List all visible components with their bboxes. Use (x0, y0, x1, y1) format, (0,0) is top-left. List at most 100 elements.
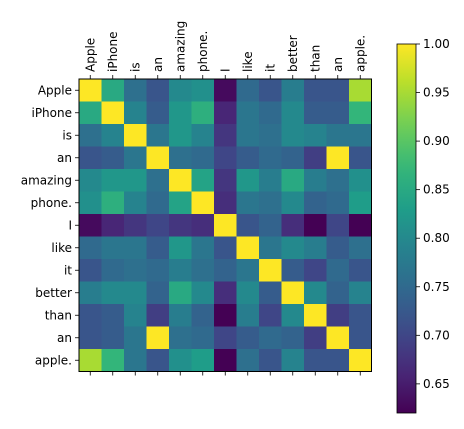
heatmap-cell (259, 169, 282, 192)
heatmap-cell (124, 349, 147, 372)
heatmap-cell (169, 79, 192, 102)
x-tick-label: apple. (353, 35, 367, 72)
heatmap-cell (169, 101, 192, 125)
heatmap-cell (169, 326, 192, 350)
colorbar-gradient (396, 43, 417, 414)
x-tick-label: amazing (173, 21, 187, 72)
heatmap-cell (214, 349, 237, 372)
heatmap-cell (214, 236, 237, 260)
heatmap-cell (79, 214, 102, 237)
heatmap-cell (349, 281, 372, 305)
heatmap-cell (281, 124, 305, 147)
heatmap-cell (101, 214, 125, 237)
x-tick-label: an (331, 57, 345, 72)
y-tick-label: better (35, 286, 72, 300)
colorbar-tick-label: 0.65 (423, 377, 450, 391)
heatmap-cell (259, 101, 282, 125)
heatmap-cell (259, 304, 282, 327)
heatmap-cell (124, 146, 147, 170)
heatmap-cell (281, 191, 305, 215)
heatmap-cell (326, 169, 350, 192)
heatmap-cell (326, 214, 350, 237)
heatmap-cell (79, 259, 102, 282)
y-tick-label: I (68, 218, 72, 232)
heatmap-cell (326, 79, 350, 102)
heatmap-cell (214, 79, 237, 102)
heatmap-cell (304, 281, 327, 305)
heatmap-cell (236, 259, 260, 282)
colorbar-tick-label: 0.95 (423, 86, 450, 100)
heatmap-cell (326, 259, 350, 282)
heatmap-cell (79, 169, 102, 192)
heatmap-cell (101, 124, 125, 147)
x-tick-label: an (151, 57, 165, 72)
heatmap-cell (146, 214, 170, 237)
y-tick-label: an (57, 151, 72, 165)
heatmap-cell (214, 169, 237, 192)
x-tick-label: better (286, 35, 300, 72)
heatmap-cell (236, 304, 260, 327)
heatmap-cell (281, 146, 305, 170)
heatmap-cell (146, 281, 170, 305)
heatmap-cell (349, 304, 372, 327)
heatmap-cell (259, 259, 282, 282)
heatmap-cell (169, 281, 192, 305)
heatmap-cell (101, 236, 125, 260)
heatmap-cell (236, 169, 260, 192)
heatmap-cell (169, 349, 192, 372)
x-tick-label: it (263, 64, 277, 72)
heatmap-cell (146, 259, 170, 282)
heatmap-cell (191, 191, 215, 215)
heatmap-cell (191, 281, 215, 305)
heatmap-cell (259, 146, 282, 170)
heatmap-cell (326, 349, 350, 372)
heatmap-cell (326, 191, 350, 215)
heatmap-cell (101, 169, 125, 192)
heatmap-cell (236, 214, 260, 237)
heatmap-cell (236, 236, 260, 260)
heatmap-cell (326, 101, 350, 125)
y-tick-label: apple. (35, 353, 72, 367)
heatmap-cell (146, 124, 170, 147)
heatmap-cell (101, 281, 125, 305)
heatmap-cell (169, 304, 192, 327)
heatmap-cell (259, 79, 282, 102)
heatmap-cell (214, 304, 237, 327)
heatmap-cell (349, 169, 372, 192)
heatmap-cell (259, 349, 282, 372)
x-tick-label: iPhone (106, 31, 120, 72)
heatmap-cell (169, 191, 192, 215)
heatmap-cell (349, 326, 372, 350)
heatmap-cell (236, 124, 260, 147)
heatmap-cell (281, 101, 305, 125)
heatmap-cell (79, 349, 102, 372)
heatmap-cell (259, 191, 282, 215)
heatmap-cell (101, 349, 125, 372)
heatmap-cell (214, 146, 237, 170)
heatmap-cell (304, 304, 327, 327)
heatmap-cell (304, 236, 327, 260)
heatmap-cell (191, 349, 215, 372)
heatmap-cell (281, 281, 305, 305)
heatmap-cell (214, 281, 237, 305)
heatmap-cell (349, 259, 372, 282)
heatmap-cell (281, 326, 305, 350)
heatmap-cell (124, 79, 147, 102)
heatmap-cell (146, 191, 170, 215)
heatmap-cell (236, 326, 260, 350)
y-tick-label: an (57, 331, 72, 345)
heatmap-cell (101, 101, 125, 125)
heatmap-cell (214, 214, 237, 237)
colorbar: 0.65 0.70 0.75 0.80 0.85 0.90 0.95 1.00 (396, 37, 450, 414)
heatmap-cell (79, 281, 102, 305)
heatmap-cell (169, 259, 192, 282)
heatmap-cell (236, 79, 260, 102)
heatmap-cell (304, 259, 327, 282)
heatmap-cell (326, 236, 350, 260)
heatmap-cell (259, 124, 282, 147)
heatmap-cell (124, 259, 147, 282)
heatmap-cell (326, 281, 350, 305)
